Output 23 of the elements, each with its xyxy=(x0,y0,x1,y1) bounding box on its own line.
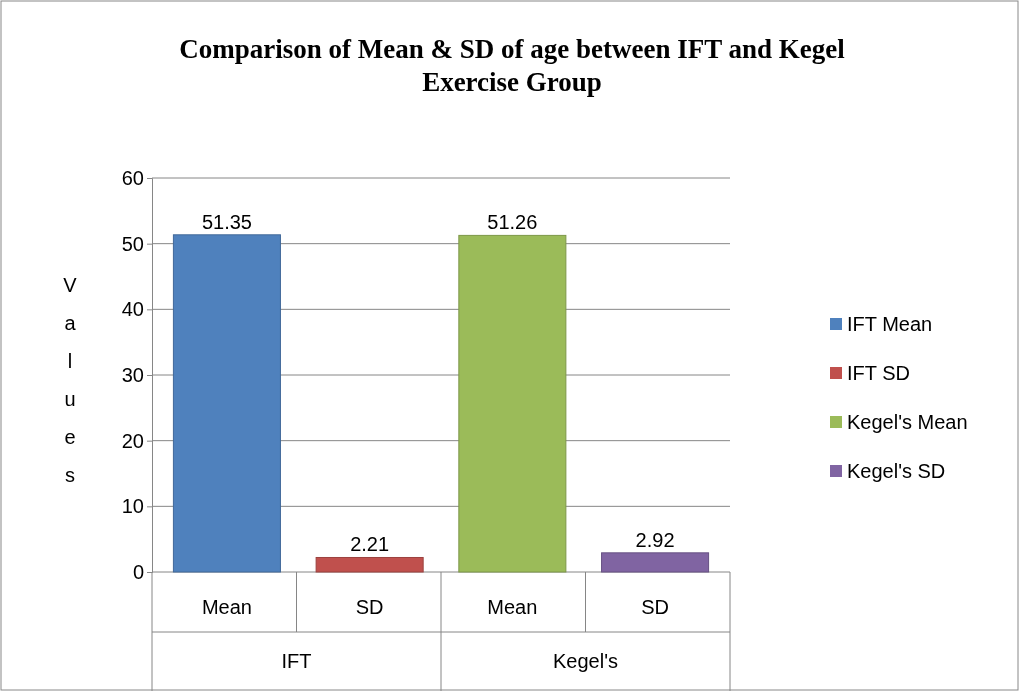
legend-label: Kegel's Mean xyxy=(847,411,968,433)
data-label: 2.92 xyxy=(635,528,675,551)
data-label: 2.21 xyxy=(350,533,390,556)
x-tick-label: SD xyxy=(641,596,669,618)
text: IFT xyxy=(281,650,312,672)
y-tick-label: 50 xyxy=(121,232,144,255)
legend-label: IFT SD xyxy=(847,362,910,384)
legend-label: Kegel's SD xyxy=(847,460,946,482)
y-tick-label: 60 xyxy=(121,166,144,189)
legend-label: IFT Mean xyxy=(847,313,933,335)
y-tick-label: 10 xyxy=(121,495,144,518)
y-tick-label: 0 xyxy=(132,560,144,583)
data-label: 51.26 xyxy=(487,211,538,234)
y-axis-title: Values xyxy=(63,274,78,486)
y-tick-label: 30 xyxy=(121,363,144,386)
x-tick-label: SD xyxy=(355,596,384,618)
y-tick-label: 20 xyxy=(121,429,144,452)
x-tick-label: Mean xyxy=(487,596,538,618)
text: Kegel's xyxy=(553,650,618,672)
data-label: 51.35 xyxy=(201,210,252,233)
y-tick-label: 40 xyxy=(121,298,144,321)
chart-title: Comparison of Mean & SD of age between IFT and Kegel Exercise Group xyxy=(179,34,846,97)
x-tick-label: Mean xyxy=(201,596,252,618)
